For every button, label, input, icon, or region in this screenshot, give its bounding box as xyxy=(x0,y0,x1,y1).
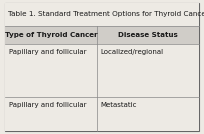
Text: Localized/regional: Localized/regional xyxy=(101,49,164,55)
Text: Type of Thyroid Cancer: Type of Thyroid Cancer xyxy=(5,32,98,38)
Text: Papillary and follicular: Papillary and follicular xyxy=(9,102,86,108)
Text: Table 1. Standard Treatment Options for Thyroid Cancer: Table 1. Standard Treatment Options for … xyxy=(8,12,204,18)
Bar xyxy=(5,44,199,97)
Text: Disease Status: Disease Status xyxy=(118,32,178,38)
Text: Papillary and follicular: Papillary and follicular xyxy=(9,49,86,55)
Bar xyxy=(5,26,199,44)
Bar xyxy=(5,97,199,131)
Bar xyxy=(5,3,199,26)
Text: Metastatic: Metastatic xyxy=(101,102,137,108)
